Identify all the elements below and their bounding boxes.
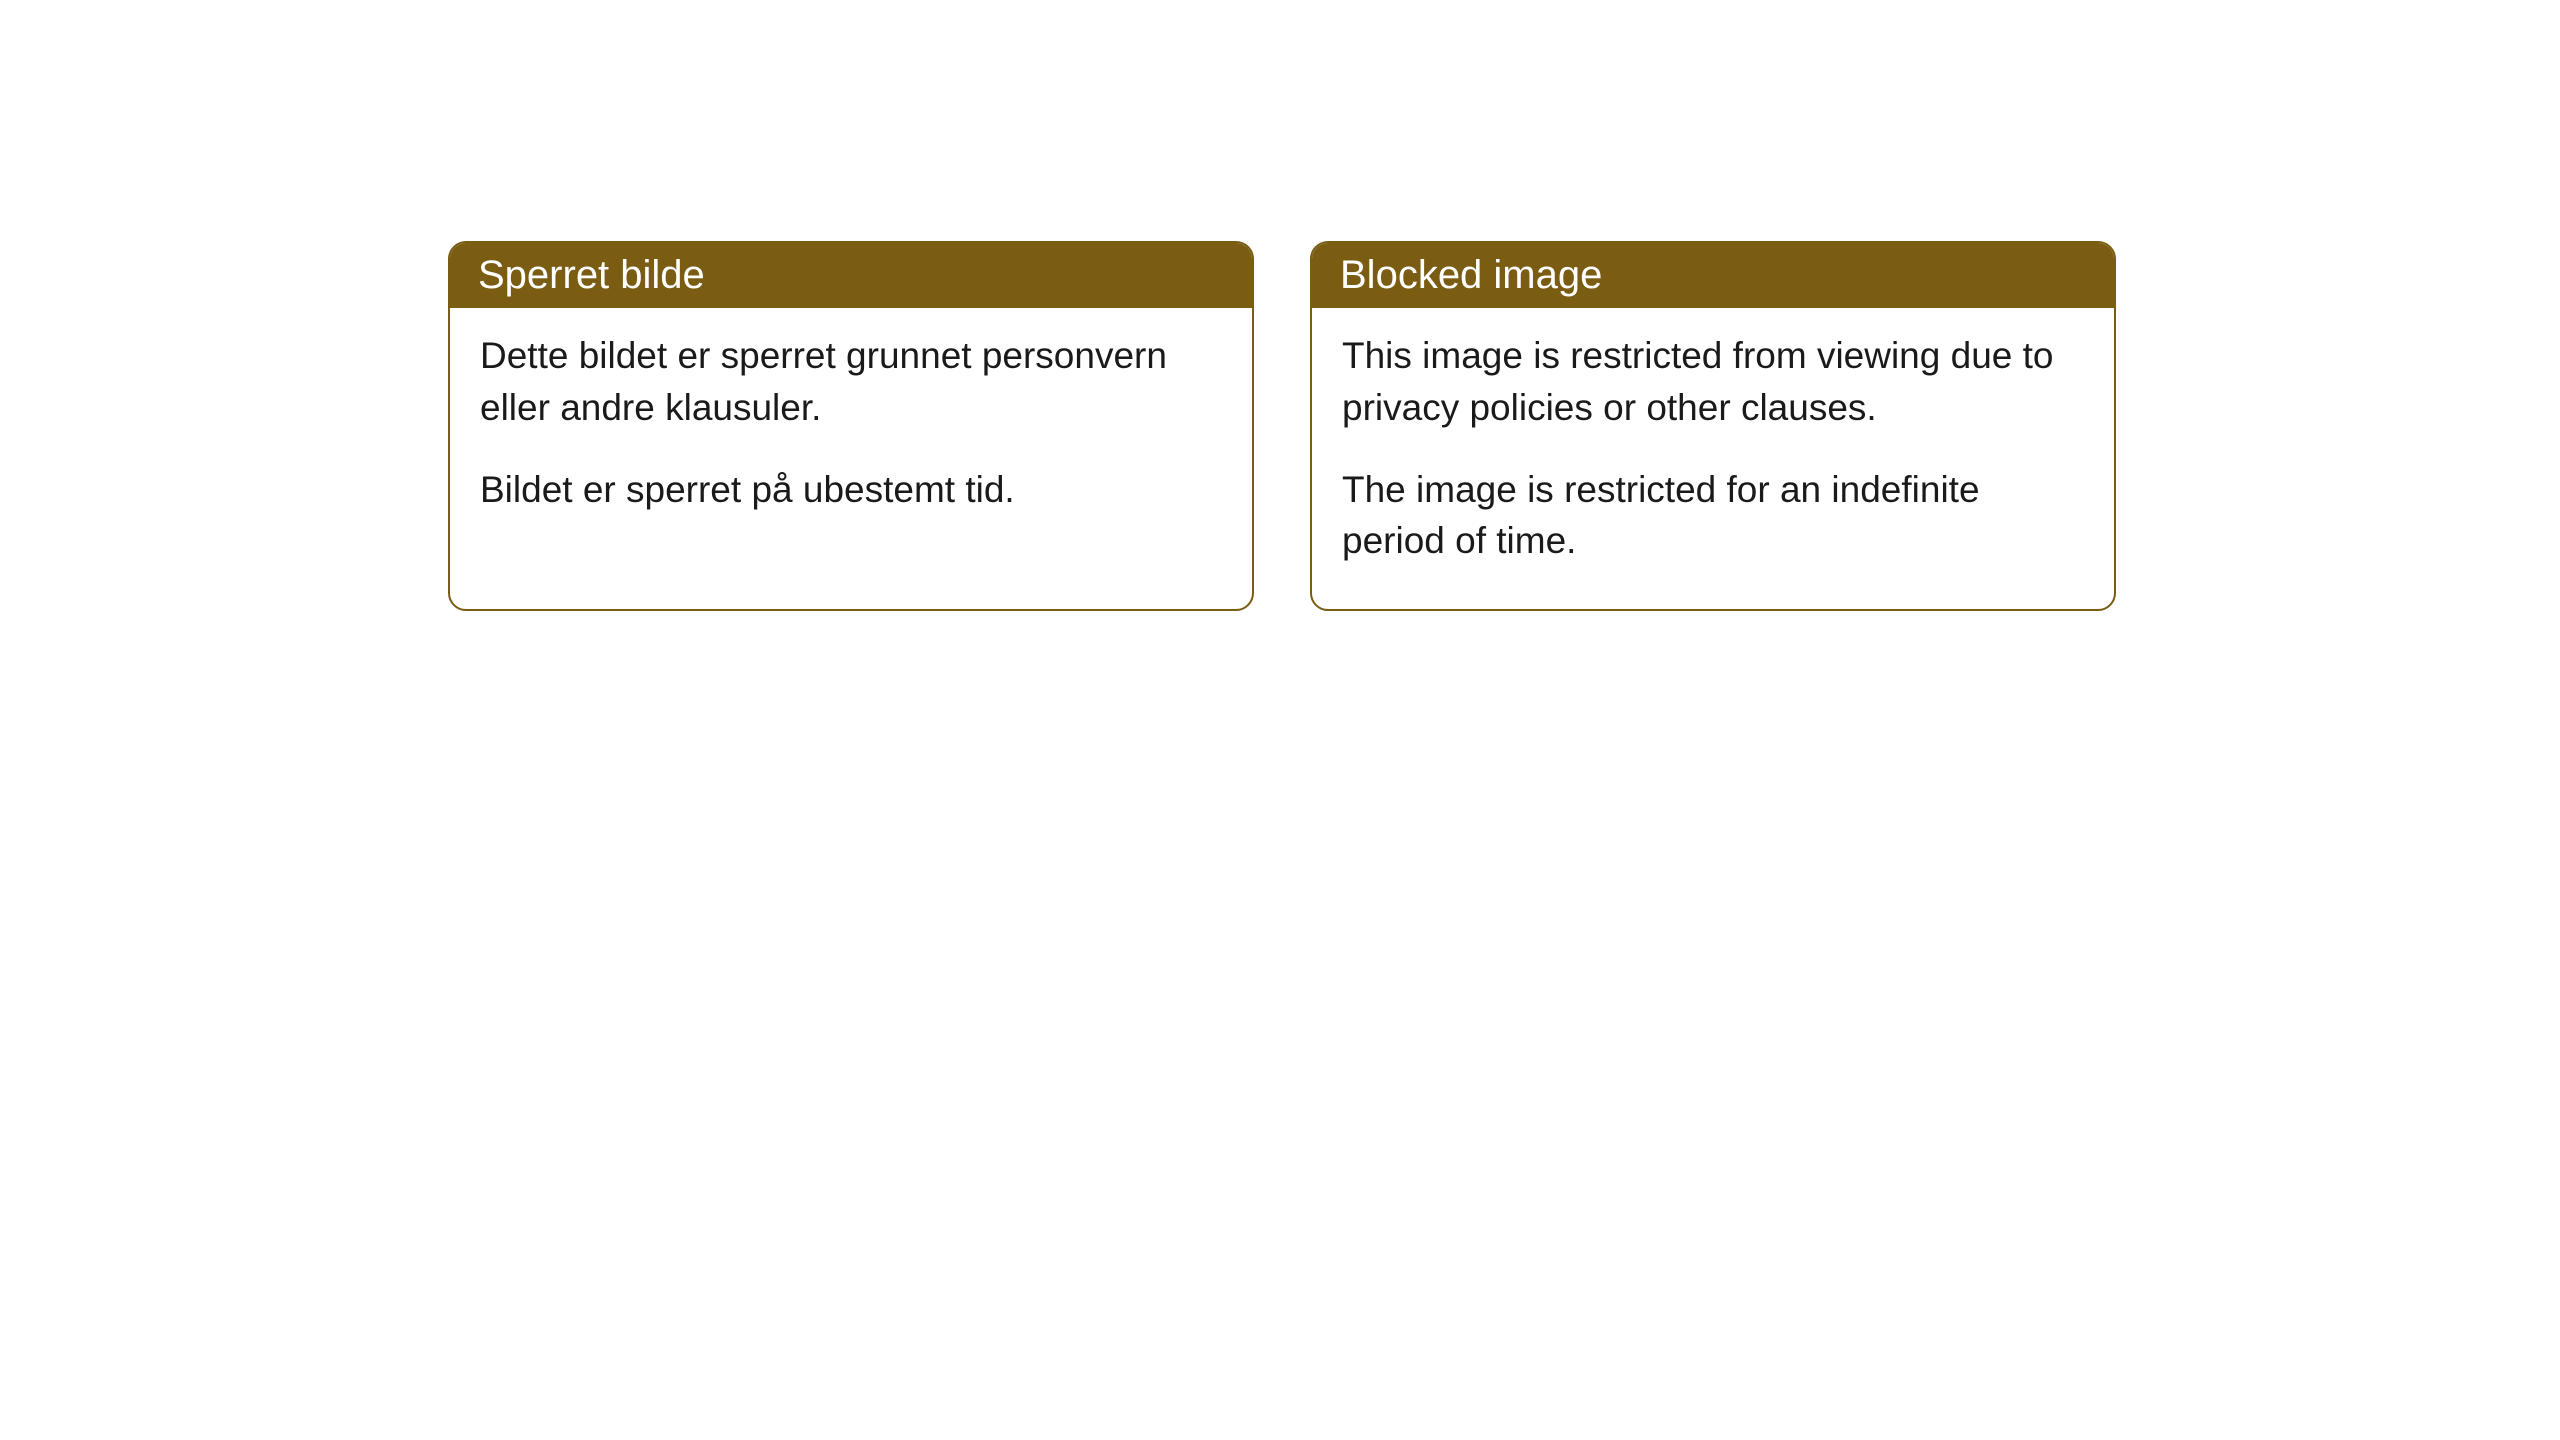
notice-container: Sperret bilde Dette bildet er sperret gr…: [448, 241, 2116, 611]
card-paragraph-1: Dette bildet er sperret grunnet personve…: [480, 330, 1222, 434]
blocked-image-card-en: Blocked image This image is restricted f…: [1310, 241, 2116, 611]
card-paragraph-1: This image is restricted from viewing du…: [1342, 330, 2084, 434]
card-paragraph-2: Bildet er sperret på ubestemt tid.: [480, 464, 1222, 516]
card-body: Dette bildet er sperret grunnet personve…: [450, 308, 1252, 557]
card-body: This image is restricted from viewing du…: [1312, 308, 2114, 609]
blocked-image-card-no: Sperret bilde Dette bildet er sperret gr…: [448, 241, 1254, 611]
card-paragraph-2: The image is restricted for an indefinit…: [1342, 464, 2084, 568]
card-header: Sperret bilde: [450, 243, 1252, 308]
card-title: Sperret bilde: [478, 253, 705, 297]
card-header: Blocked image: [1312, 243, 2114, 308]
card-title: Blocked image: [1340, 253, 1602, 297]
